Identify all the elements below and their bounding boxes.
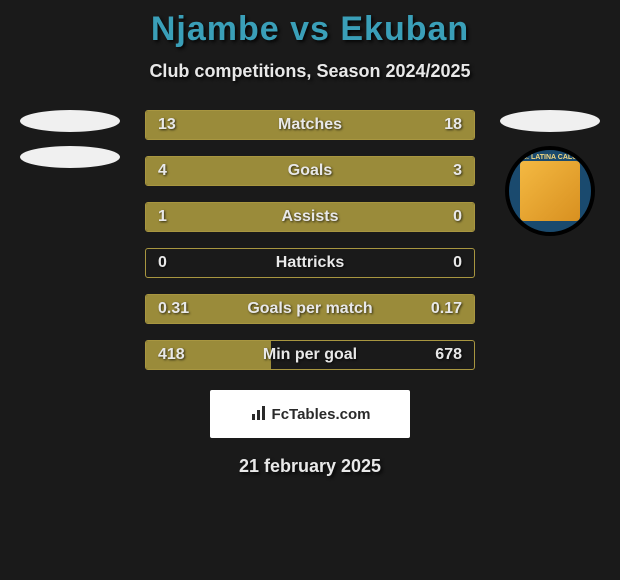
stat-row: 13 18 Matches (145, 110, 475, 140)
player-left-avatar (20, 110, 120, 132)
stat-value-right: 0 (453, 208, 462, 226)
player-right-column: U.S. LATINA CALCIO (495, 110, 605, 236)
page-title: Njambe vs Ekuban (10, 10, 610, 49)
content-wrap: 13 18 Matches 4 3 Goals 1 0 Assists 0 0 Hattricks 0.… (10, 110, 610, 370)
stat-value-left: 0 (158, 254, 167, 272)
player-right-club-badge: U.S. LATINA CALCIO (505, 146, 595, 236)
stat-value-left: 1 (158, 208, 167, 226)
player-left-column (15, 110, 125, 174)
badge-text: U.S. LATINA CALCIO (509, 154, 591, 161)
player-right-avatar (500, 110, 600, 132)
stat-value-left: 418 (158, 346, 185, 364)
stat-row: 0 0 Hattricks (145, 248, 475, 278)
stats-column: 13 18 Matches 4 3 Goals 1 0 Assists 0 0 Hattricks 0.… (125, 110, 495, 370)
badge-shield-icon (520, 161, 580, 221)
stat-value-left: 0.31 (158, 300, 189, 318)
comparison-card: Njambe vs Ekuban Club competitions, Seas… (0, 0, 620, 580)
footer-brand[interactable]: FcTables.com (210, 390, 410, 438)
footer-brand-text: FcTables.com (272, 406, 371, 423)
stat-value-right: 678 (435, 346, 462, 364)
stat-label: Assists (282, 208, 339, 226)
chart-icon (250, 406, 268, 423)
player-left-club-placeholder (20, 146, 120, 168)
date-text: 21 february 2025 (10, 456, 610, 477)
stat-value-right: 0 (453, 254, 462, 272)
stat-row: 1 0 Assists (145, 202, 475, 232)
stat-label: Goals (288, 162, 332, 180)
stat-label: Hattricks (276, 254, 344, 272)
stat-label: Matches (278, 116, 342, 134)
stat-row: 0.31 0.17 Goals per match (145, 294, 475, 324)
stat-value-right: 18 (444, 116, 462, 134)
subtitle: Club competitions, Season 2024/2025 (10, 61, 610, 82)
stat-row: 4 3 Goals (145, 156, 475, 186)
stat-row: 418 678 Min per goal (145, 340, 475, 370)
stat-value-left: 4 (158, 162, 167, 180)
stat-value-left: 13 (158, 116, 176, 134)
stat-label: Min per goal (263, 346, 357, 364)
stat-value-right: 3 (453, 162, 462, 180)
stat-label: Goals per match (247, 300, 372, 318)
stat-value-right: 0.17 (431, 300, 462, 318)
